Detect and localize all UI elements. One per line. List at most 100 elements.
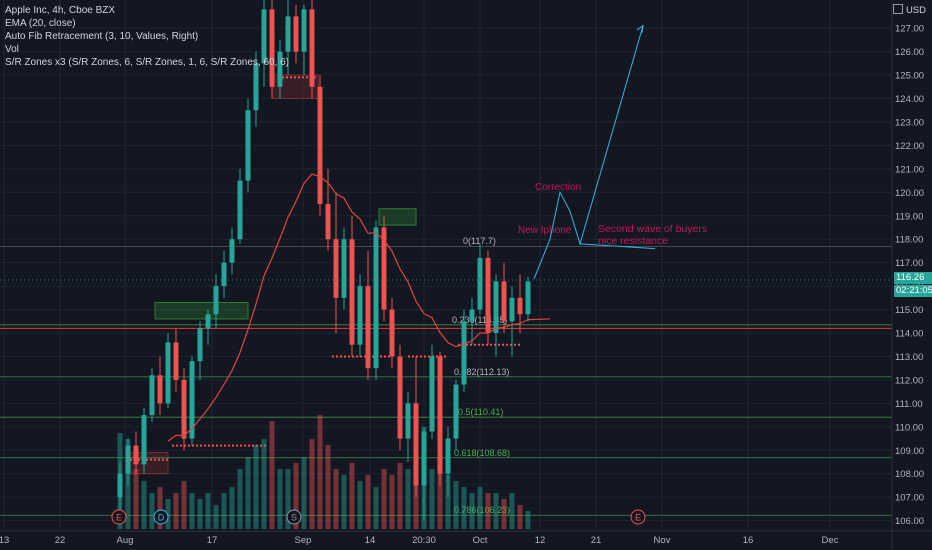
volume-bar: [165, 499, 171, 529]
candle-body: [253, 63, 259, 111]
event-marker: [286, 509, 302, 525]
currency-selector[interactable]: USD: [892, 4, 926, 16]
candle-body: [141, 415, 147, 465]
projection-path: [533, 24, 656, 280]
x-tick-label: Sep: [295, 535, 312, 546]
candle-body: [173, 342, 179, 380]
grid-lines: [0, 0, 892, 530]
volume-bar: [229, 487, 235, 529]
candle-body: [181, 379, 187, 439]
volume-bar: [301, 457, 307, 529]
y-tick-label: 111.00: [895, 399, 923, 410]
volume-bar: [429, 469, 435, 529]
x-tick-label: 20:30: [412, 535, 436, 546]
fib-label: 0.5(110.41): [458, 407, 503, 417]
volume-bar: [189, 493, 195, 529]
candle-body: [277, 51, 283, 87]
annotation-correction: Correction: [535, 182, 581, 193]
candle-body: [525, 281, 531, 315]
candle-body: [317, 86, 323, 205]
y-tick-label: 124.00: [895, 94, 924, 105]
volume-bar: [277, 469, 283, 529]
volume-bar: [485, 493, 491, 529]
y-tick-label: 109.00: [895, 446, 924, 457]
volume-bar: [173, 493, 179, 529]
volume-bar: [333, 469, 339, 529]
volume-bar: [149, 493, 155, 529]
y-tick-label: 118.00: [895, 235, 923, 246]
volume-bar: [437, 457, 443, 529]
candle-body: [509, 297, 515, 322]
countdown-tag: 02:21:05: [894, 285, 932, 297]
volume-bar: [157, 487, 163, 529]
volume-bar: [269, 421, 275, 529]
event-marker-label: E: [635, 513, 641, 523]
volume-bar: [525, 511, 531, 529]
volume-bar: [317, 415, 323, 529]
volume-bar: [141, 481, 147, 529]
candle-body: [125, 445, 131, 474]
candle-body: [461, 321, 467, 385]
y-tick-label: 113.00: [895, 352, 923, 363]
y-tick-label: 122.00: [895, 141, 924, 152]
candle-body: [293, 16, 299, 52]
candle-body: [165, 342, 171, 404]
candle-body: [365, 286, 371, 369]
legend-sr[interactable]: S/R Zones x3 (S/R Zones, 6, S/R Zones, 1…: [5, 57, 290, 68]
candle-body: [469, 309, 475, 322]
volume-bar: [461, 487, 467, 529]
volume-bar: [389, 475, 395, 529]
candle-body: [333, 239, 339, 298]
candle-body: [157, 375, 163, 404]
y-tick-label: 126.00: [895, 47, 924, 58]
candle-body: [493, 281, 499, 334]
x-tick-label: Aug: [117, 535, 134, 546]
x-tick-label: 12: [535, 535, 546, 546]
volume-bar: [453, 481, 459, 529]
volume-bar: [357, 481, 363, 529]
candle-body: [485, 257, 491, 334]
volume-bar: [493, 493, 499, 529]
volume-bar: [477, 487, 483, 529]
legend-ema[interactable]: EMA (20, close): [5, 18, 76, 29]
ema-extension: [527, 318, 551, 321]
candle-body: [189, 361, 195, 439]
candle-body: [285, 16, 291, 52]
legend-symbol[interactable]: Apple Inc, 4h, Cboe BZX: [5, 5, 116, 16]
volume-bar: [341, 475, 347, 529]
y-tick-label: 106.00: [895, 516, 924, 527]
volume-bar: [205, 493, 211, 529]
x-tick-label: 17: [207, 535, 218, 546]
fib-label: 0.618(108.68): [454, 448, 510, 458]
candle-body: [245, 110, 251, 181]
legend-fib[interactable]: Auto Fib Retracement (3, 10, Values, Rig…: [5, 31, 199, 42]
volume-bar: [133, 469, 139, 529]
volume-bar: [213, 505, 219, 529]
y-tick-label: 119.00: [895, 211, 923, 222]
volume-bar: [381, 469, 387, 529]
volume-bar: [469, 493, 475, 529]
x-tick-label: 22: [55, 535, 66, 546]
annotation-new-iphone: New Iphone: [518, 225, 572, 236]
volume-bar: [325, 445, 331, 529]
volume-bar: [221, 493, 227, 529]
x-tick-label: Dec: [822, 535, 839, 546]
y-tick-label: 108.00: [895, 469, 924, 480]
candle-body: [133, 445, 139, 465]
candle-body: [413, 403, 419, 486]
y-tick-label: 127.00: [895, 24, 924, 35]
volume-bar: [237, 469, 243, 529]
volume-bar: [293, 463, 299, 529]
volume-bar: [285, 469, 291, 529]
candle-body: [221, 262, 227, 287]
candle-body: [205, 314, 211, 329]
candle-body: [325, 204, 331, 240]
y-tick-label: 112.00: [895, 375, 923, 386]
legend-vol[interactable]: Vol: [5, 44, 19, 55]
candle-body: [373, 227, 379, 369]
y-tick-label: 121.00: [895, 164, 924, 175]
candle-body: [501, 281, 507, 322]
last-price-tag: 116.26: [894, 272, 932, 284]
